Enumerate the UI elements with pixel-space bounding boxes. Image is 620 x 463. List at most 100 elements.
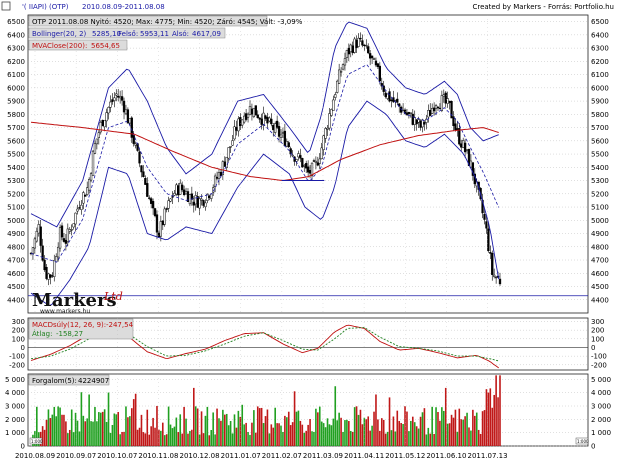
candle-body — [388, 91, 391, 102]
price-tick-left: 6100 — [7, 71, 25, 79]
price-tick-left: 4600 — [7, 270, 25, 278]
candle-body — [111, 99, 114, 102]
volume-bar — [258, 408, 261, 446]
macd-tick-right: 0 — [591, 344, 595, 352]
candle-body — [491, 252, 494, 275]
candle-body — [341, 64, 345, 70]
volume-bar — [394, 431, 397, 446]
candle-body — [467, 149, 471, 166]
candle-body — [295, 159, 298, 162]
candle-body — [308, 170, 312, 174]
candle-body — [117, 95, 120, 98]
volume-bar — [113, 413, 116, 446]
volume-bar — [450, 414, 453, 446]
volume-bar — [144, 433, 147, 446]
candle-body — [386, 93, 389, 99]
price-tick-left: 4400 — [7, 296, 25, 304]
menu-icon[interactable] — [1, 1, 11, 11]
bollinger-upper-line — [30, 21, 499, 228]
x-tick-label: 2010.11.08 — [138, 452, 178, 460]
candle-body — [58, 227, 62, 249]
candle-body — [64, 239, 68, 244]
volume-bar — [303, 432, 306, 446]
candle-body — [407, 112, 411, 115]
candle-body — [210, 193, 213, 199]
volume-bar — [313, 431, 315, 446]
candle-body — [192, 201, 195, 206]
price-y-axis-right: 4400 4500 4600 4700 4800 4900 5000 5100 5200 5300… — [591, 18, 609, 304]
logo-text: Markers — [32, 290, 117, 311]
volume-bar — [425, 434, 428, 446]
mva-legend-value: 5654,65 — [91, 42, 120, 50]
volume-bar — [462, 419, 464, 446]
volume-bar — [437, 412, 439, 446]
volume-tick-right: 2 000 — [591, 416, 611, 424]
candle-body — [440, 95, 444, 111]
candle-body — [279, 134, 283, 138]
volume-bar — [487, 392, 490, 446]
candle-body — [462, 140, 465, 148]
candle-body — [120, 96, 124, 101]
candle-body — [320, 147, 323, 160]
candle-body — [35, 230, 38, 242]
volume-bar — [448, 423, 451, 446]
volume-bar — [160, 430, 162, 446]
price-tick-left: 4800 — [7, 243, 25, 251]
price-tick-right: 5600 — [591, 137, 609, 145]
candle-body — [142, 171, 145, 178]
volume-bar — [262, 423, 265, 446]
x-tick-label: 2011.02.07 — [262, 452, 302, 460]
candle-body — [450, 101, 453, 119]
volume-bar — [243, 424, 245, 446]
candle-body — [229, 146, 232, 148]
volume-bar — [307, 424, 309, 446]
volume-bar — [117, 411, 120, 446]
volume-bar — [152, 417, 154, 446]
candle-body — [299, 155, 302, 159]
x-tick-label: 2011.03.09 — [303, 452, 343, 460]
candle-body — [405, 112, 409, 115]
volume-bar — [427, 427, 430, 446]
candle-body — [39, 226, 42, 246]
volume-bar — [264, 416, 267, 446]
candle-body — [213, 175, 217, 188]
volume-bar — [458, 408, 461, 446]
candle-body — [471, 162, 475, 176]
volume-bar — [441, 407, 443, 446]
x-tick-label: 2010.10.07 — [97, 452, 137, 460]
candle-body — [438, 107, 442, 110]
volume-bar — [36, 406, 38, 446]
candle-body — [124, 109, 128, 115]
volume-bar — [204, 415, 207, 446]
volume-bar — [472, 409, 474, 446]
volume-bar — [49, 418, 52, 446]
macd-avg-line — [30, 327, 499, 362]
candle-body — [109, 101, 112, 108]
candle-body — [43, 259, 46, 271]
volume-bar — [396, 410, 399, 446]
candle-body — [287, 142, 290, 148]
candle-body — [427, 110, 430, 118]
candle-body — [204, 202, 207, 208]
macd-tick-left: 0 — [21, 344, 25, 352]
candle-body — [498, 278, 502, 285]
volume-bar — [363, 417, 366, 446]
volume-bar — [206, 406, 209, 446]
price-tick-left: 5600 — [7, 137, 25, 145]
volume-bar — [382, 419, 385, 446]
bollinger-legend-upper-label: Felső: — [118, 29, 138, 38]
candle-body — [264, 115, 267, 119]
candle-body — [163, 208, 166, 225]
volume-bar — [284, 415, 286, 446]
candle-body — [367, 46, 370, 54]
candle-body — [494, 276, 498, 279]
volume-bar — [68, 429, 71, 446]
candle-body — [181, 184, 184, 191]
candle-body — [223, 161, 226, 167]
candle-body — [347, 47, 350, 55]
volume-bar — [256, 406, 259, 446]
volume-bar — [187, 433, 189, 446]
header-symbol: '( IIAPI) (OTP) — [22, 3, 69, 11]
candle-body — [442, 94, 445, 97]
volume-tick-right: 5 000 — [591, 376, 611, 384]
